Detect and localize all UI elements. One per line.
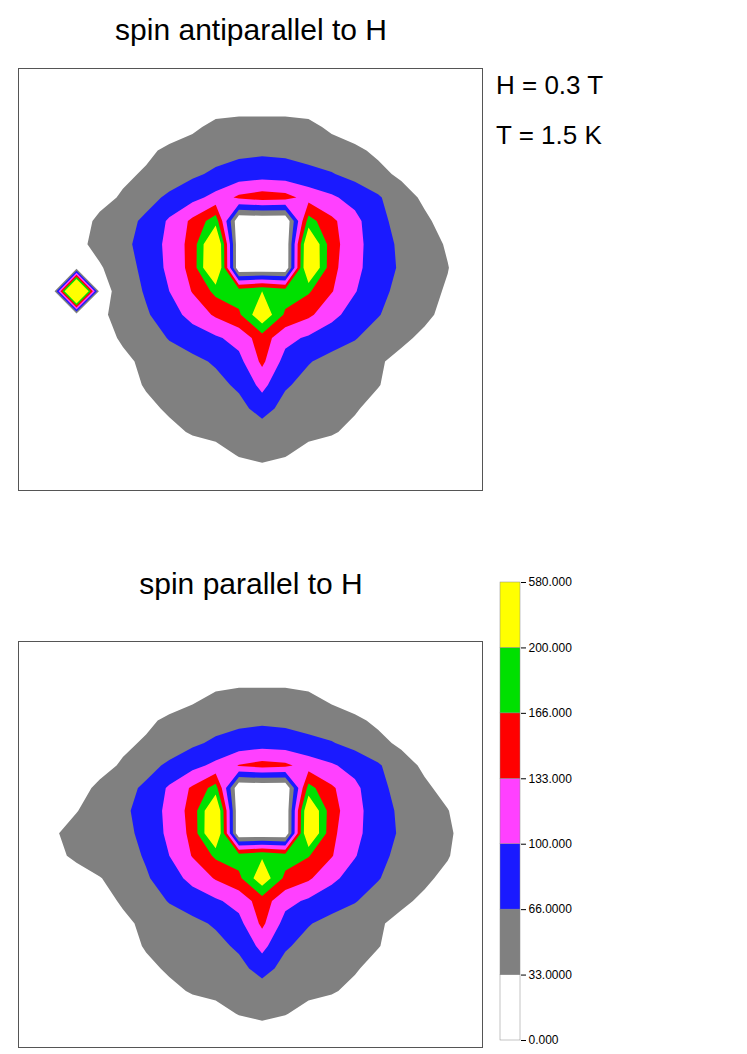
- svg-text:66.0000: 66.0000: [529, 902, 573, 916]
- svg-text:580.000: 580.000: [529, 575, 573, 589]
- html-text:T = 1.5 K: T = 1.5 K: [496, 120, 602, 150]
- svg-text:0.000: 0.000: [529, 1033, 559, 1047]
- svg-text:166.000: 166.000: [529, 706, 573, 720]
- svg-text:133.000: 133.000: [529, 772, 573, 786]
- svg-text:200.000: 200.000: [529, 641, 573, 655]
- html-text:H = 0.3 T: H = 0.3 T: [496, 70, 604, 100]
- svg-text:100.000: 100.000: [529, 837, 573, 851]
- svg-text:33.0000: 33.0000: [529, 968, 573, 982]
- html-text:spin antiparallel to H: spin antiparallel to H: [115, 13, 387, 46]
- html-text:spin parallel to H: spin parallel to H: [139, 567, 363, 600]
